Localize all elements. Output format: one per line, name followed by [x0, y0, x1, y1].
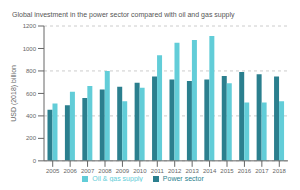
svg-text:2018: 2018	[273, 168, 287, 174]
svg-text:USD (2018) billion: USD (2018) billion	[10, 65, 18, 122]
html-text:Oil & gas supply: Oil & gas supply	[92, 174, 143, 182]
svg-text:2016: 2016	[238, 168, 252, 174]
svg-text:2005: 2005	[46, 168, 60, 174]
html-text:Power sector: Power sector	[162, 174, 204, 182]
svg-text:2012: 2012	[168, 168, 182, 174]
svg-text:2010: 2010	[133, 168, 147, 174]
svg-text:600: 600	[26, 91, 37, 97]
svg-text:800: 800	[26, 68, 37, 74]
svg-text:2017: 2017	[255, 168, 269, 174]
svg-text:400: 400	[26, 113, 37, 119]
svg-text:2008: 2008	[98, 168, 112, 174]
svg-text:2007: 2007	[81, 168, 95, 174]
svg-text:1000: 1000	[23, 46, 37, 52]
svg-text:2013: 2013	[185, 168, 199, 174]
svg-text:1200: 1200	[23, 23, 37, 29]
svg-text:2009: 2009	[116, 168, 130, 174]
html-text:Global investment in the power: Global investment in the power sector co…	[12, 11, 235, 18]
svg-text:0: 0	[33, 158, 37, 164]
svg-text:2011: 2011	[151, 168, 165, 174]
svg-text:2015: 2015	[220, 168, 234, 174]
svg-text:2014: 2014	[203, 168, 217, 174]
svg-text:2006: 2006	[63, 168, 77, 174]
svg-text:200: 200	[26, 135, 37, 141]
